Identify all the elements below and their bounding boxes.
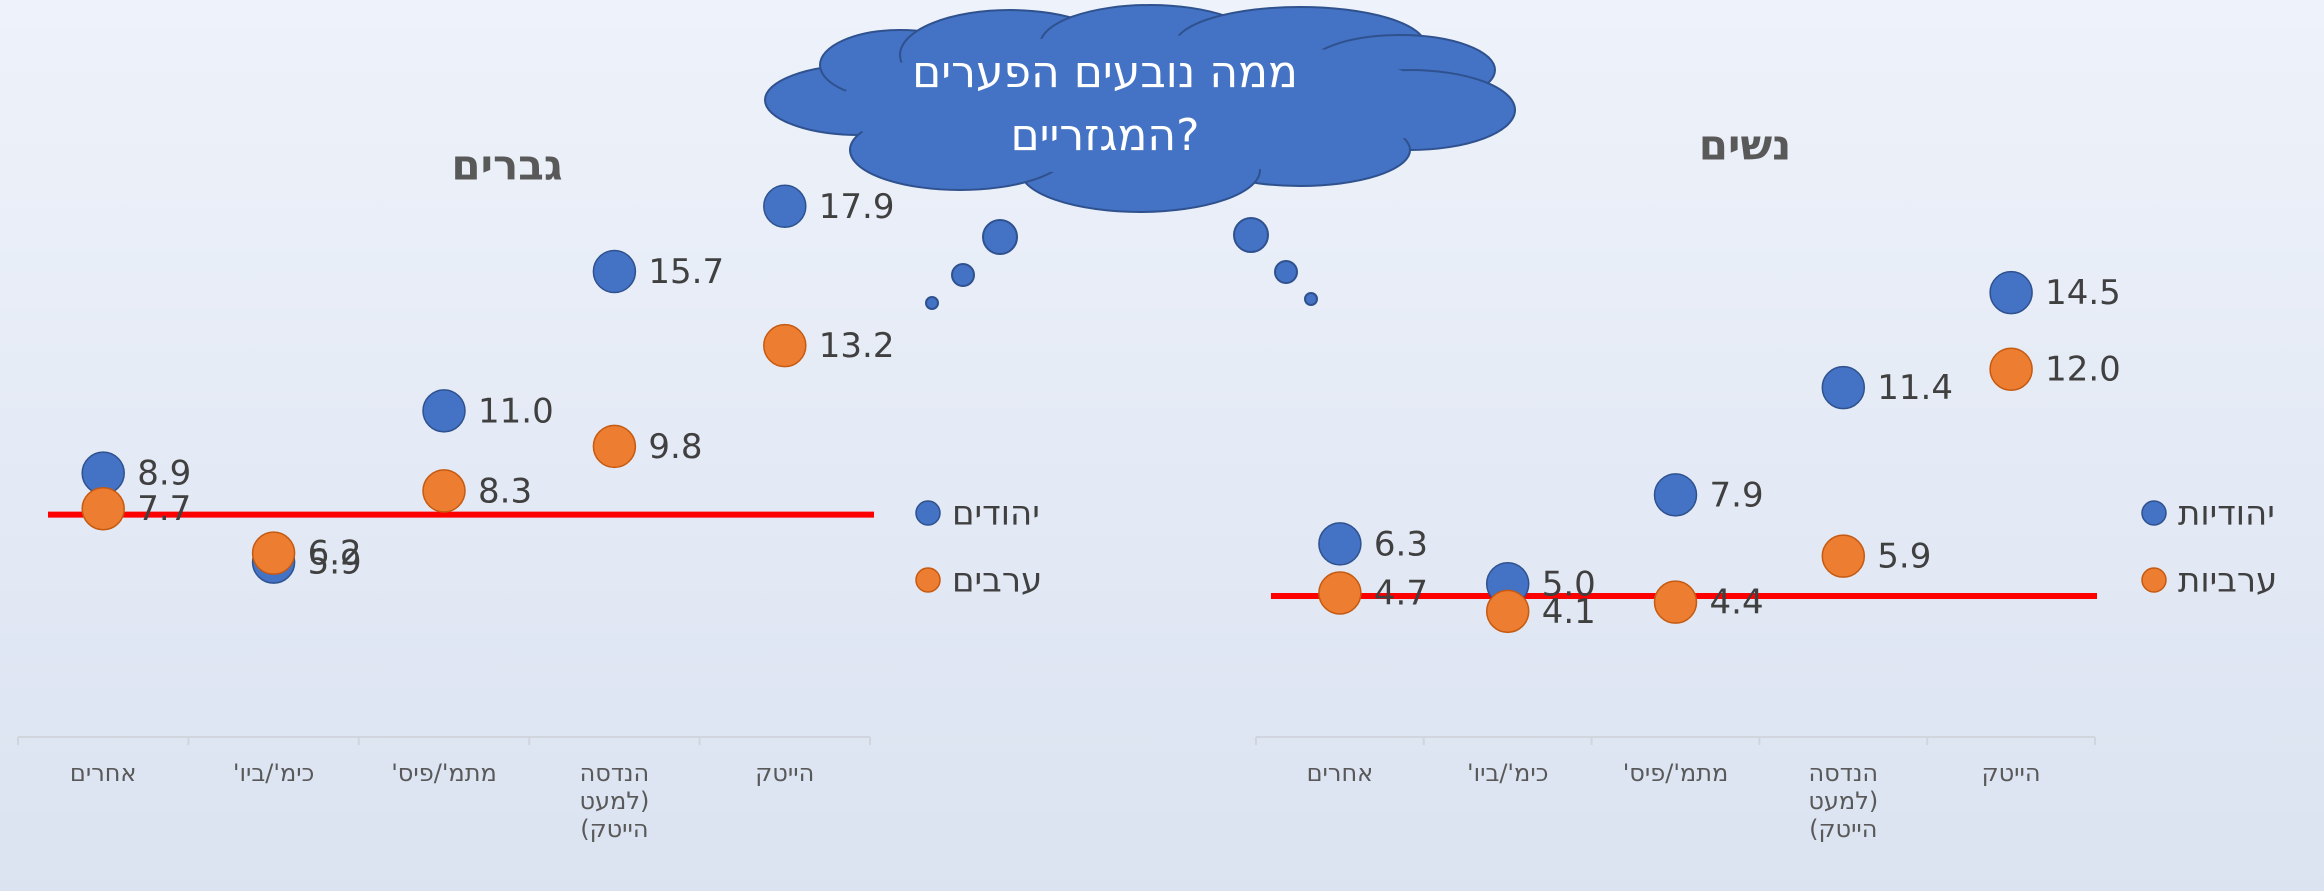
- data-label: 15.7: [648, 252, 724, 292]
- dot: [251, 531, 296, 575]
- x-tick-label: הייטק: [1981, 759, 2041, 787]
- data-label: 12.0: [2045, 350, 2121, 390]
- legend-marker: [915, 500, 941, 526]
- data-label: 8.3: [478, 471, 532, 511]
- x-tick-label: מתמ'/פיס': [391, 759, 497, 787]
- data-label: 4.1: [1542, 592, 1596, 632]
- dot: [1653, 580, 1698, 624]
- dot: [592, 424, 637, 469]
- data-label: 4.4: [1710, 583, 1764, 623]
- data-label: 5.9: [1877, 537, 1931, 577]
- dot: [1821, 534, 1866, 578]
- dot: [422, 469, 466, 513]
- legend-label: יהודיות: [2178, 494, 2275, 534]
- dot: [1989, 270, 2033, 315]
- data-label: 6.2: [308, 534, 362, 574]
- x-tick-label: כימ'/ביו': [1466, 759, 1549, 787]
- dot: [1821, 365, 1866, 410]
- dot: [1318, 522, 1362, 566]
- data-label: 4.7: [1374, 573, 1428, 613]
- data-label: 11.0: [478, 391, 554, 431]
- dot: [1653, 473, 1698, 517]
- x-tick-label: כימ'/ביו': [232, 759, 315, 787]
- x-tick-label-box: הייטק: [755, 759, 815, 787]
- dot: [1318, 571, 1362, 615]
- x-tick-label: הנדסה (למעט הייטק): [579, 759, 650, 843]
- data-label: 7.9: [1710, 475, 1764, 515]
- callout-line: המגזריים?: [1010, 110, 1199, 161]
- data-label: 8.9: [137, 454, 191, 494]
- thought-cloud: [764, 4, 1516, 310]
- x-tick-label-box: אחרים: [1306, 759, 1374, 787]
- dot: [422, 389, 466, 433]
- dot: [1989, 347, 2033, 391]
- x-tick-label-box: אחרים: [69, 759, 137, 787]
- legend-label: ערביות: [2178, 561, 2277, 601]
- x-tick-label: הנדסה (למעט הייטק): [1808, 759, 1879, 843]
- x-tick-label: אחרים: [1306, 759, 1374, 787]
- x-tick-label-box: כימ'/ביו': [232, 759, 315, 787]
- chart-title: נשים: [1699, 121, 1792, 170]
- legend-marker: [2141, 567, 2167, 593]
- legend-marker: [915, 567, 941, 593]
- data-label: 17.9: [819, 187, 895, 227]
- x-tick-label-box: הנדסה (למעט הייטק): [579, 759, 650, 843]
- x-tick-label-box: הנדסה (למעט הייטק): [1808, 759, 1879, 843]
- data-label: 7.7: [137, 489, 191, 529]
- data-label: 14.5: [2045, 273, 2121, 313]
- x-tick-label-box: כימ'/ביו': [1466, 759, 1549, 787]
- chart-title: גברים: [451, 141, 562, 190]
- x-tick-label: אחרים: [69, 759, 137, 787]
- x-tick-label-box: מתמ'/פיס': [391, 759, 497, 787]
- dot: [1485, 589, 1530, 634]
- dot: [592, 249, 637, 294]
- x-tick-label-box: הייטק: [1981, 759, 2041, 787]
- data-label: 5.0: [1542, 564, 1596, 604]
- legend-marker: [2141, 500, 2167, 526]
- legend-label: יהודים: [952, 494, 1040, 534]
- callout-line: ממה נובעים הפערים: [912, 47, 1298, 98]
- data-label: 5.9: [308, 543, 362, 583]
- data-label: 6.3: [1374, 524, 1428, 564]
- data-label: 11.4: [1877, 368, 1953, 408]
- data-label: 13.2: [819, 326, 895, 366]
- x-tick-label: הייטק: [755, 759, 815, 787]
- dot: [763, 184, 807, 229]
- dot: [81, 486, 125, 531]
- dot: [763, 323, 807, 368]
- x-tick-label-box: מתמ'/פיס': [1622, 759, 1729, 787]
- x-tick-label: מתמ'/פיס': [1622, 759, 1729, 787]
- legend-label: ערבים: [952, 561, 1042, 601]
- data-label: 9.8: [648, 427, 702, 467]
